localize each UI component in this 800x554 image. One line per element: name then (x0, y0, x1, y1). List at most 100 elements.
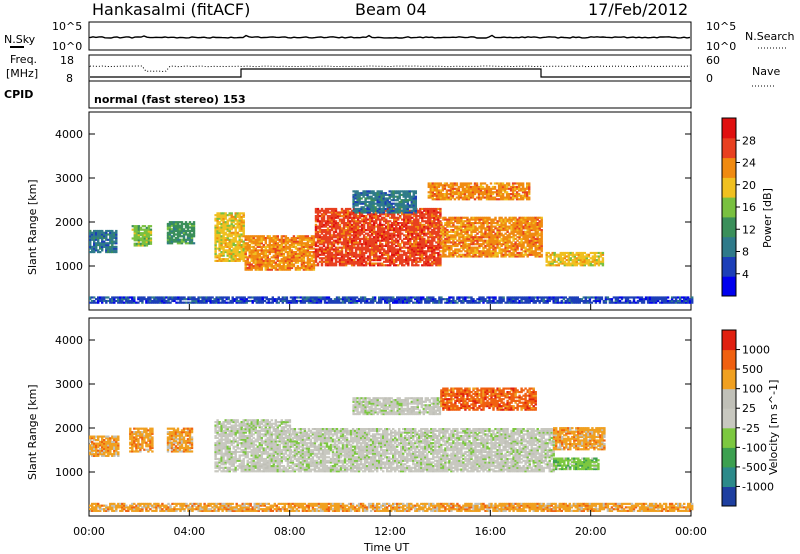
heatmap-cell (358, 199, 361, 202)
heatmap-cell (563, 251, 567, 255)
heatmap-cell (232, 258, 235, 261)
heatmap-cell (242, 242, 245, 245)
heatmap-cell (375, 236, 378, 239)
heatmap-cell (547, 264, 550, 267)
heatmap-cell (290, 237, 294, 240)
heatmap-cell (452, 218, 455, 221)
heatmap-cell (437, 257, 440, 260)
heatmap-cell (391, 223, 394, 226)
heatmap-cell (473, 182, 477, 185)
heatmap-cell (370, 200, 373, 204)
heatmap-cell (405, 220, 408, 223)
heatmap-cell (411, 264, 414, 267)
heatmap-cell (218, 242, 221, 245)
heatmap-cell (534, 229, 537, 232)
heatmap-cell (377, 244, 380, 248)
heatmap-cell (435, 184, 439, 187)
heatmap-cell (382, 193, 385, 196)
heatmap-cell (324, 257, 328, 260)
heatmap-cell (399, 262, 402, 265)
heatmap-cell (409, 257, 412, 260)
heatmap-cell (105, 231, 108, 234)
heatmap-cell (399, 246, 402, 249)
heatmap-cell (290, 242, 294, 245)
heatmap-cell (238, 247, 241, 250)
heatmap-cell (433, 248, 436, 251)
heatmap-cell (320, 253, 324, 256)
heatmap-cell (113, 242, 116, 245)
heatmap-cell (482, 232, 485, 235)
heatmap-cell (456, 255, 459, 258)
heatmap-cell (360, 206, 363, 209)
heatmap-cell (400, 193, 403, 196)
heatmap-cell (393, 241, 396, 244)
heatmap-cell (421, 223, 424, 226)
heatmap-cell (332, 243, 336, 246)
heatmap-cell (398, 206, 401, 209)
heatmap-cell (423, 209, 426, 212)
heatmap-cell (260, 247, 264, 250)
heatmap-cell (423, 213, 426, 216)
heatmap-cell (328, 215, 332, 218)
heatmap-cell (336, 246, 340, 249)
heatmap-cell (182, 228, 186, 231)
heatmap-cell (474, 248, 477, 251)
heatmap-cell (494, 255, 497, 258)
heatmap-cell (358, 241, 362, 244)
heatmap-cell (115, 235, 118, 238)
heatmap-cell (252, 256, 255, 259)
heatmap-cell (385, 222, 388, 225)
heatmap-cell (499, 198, 503, 201)
heatmap-cell (342, 260, 346, 263)
heatmap-cell (135, 226, 139, 229)
heatmap-cell (446, 218, 449, 221)
heatmap-cell (427, 211, 430, 214)
heatmap-cell (410, 204, 414, 207)
heatmap-cell (528, 248, 531, 251)
heatmap-cell (354, 234, 358, 237)
heatmap-cell (254, 238, 258, 241)
heatmap-cell (437, 241, 440, 244)
heatmap-cell (254, 249, 258, 252)
heatmap-cell (366, 207, 369, 211)
heatmap-cell (385, 215, 388, 218)
heatmap-cell (462, 216, 465, 219)
heatmap-cell (133, 232, 137, 235)
heatmap-cell (236, 249, 239, 252)
heatmap-cell (487, 187, 491, 190)
heatmap-cell (491, 196, 495, 199)
heatmap-cell (115, 251, 118, 254)
heatmap-cell (390, 193, 393, 196)
heatmap-cell (298, 254, 302, 257)
heatmap-cell (330, 262, 334, 265)
heatmap-cell (370, 227, 374, 230)
heatmap-cell (312, 235, 316, 238)
heatmap-cell (282, 259, 286, 262)
heatmap-cell (147, 232, 151, 235)
heatmap-cell (512, 244, 515, 248)
heatmap-cell (178, 238, 182, 241)
heatmap-cell (427, 230, 430, 233)
heatmap-cell (391, 260, 394, 263)
heatmap-cell (236, 245, 239, 248)
heatmap-cell (308, 245, 312, 248)
heatmap-cell (240, 245, 243, 248)
heatmap-cell (302, 244, 306, 247)
heatmap-cell (413, 223, 416, 226)
heatmap-cell (188, 240, 192, 243)
heatmap-cell (328, 222, 332, 225)
heatmap-cell (320, 225, 324, 228)
heatmap-cell (364, 248, 368, 251)
heatmap-cell (375, 225, 378, 228)
heatmap-cell (409, 220, 412, 223)
heatmap-cell (437, 239, 440, 242)
heatmap-cell (417, 241, 420, 244)
heatmap-cell (429, 244, 432, 248)
heatmap-cell (300, 244, 304, 247)
heatmap-cell (460, 234, 463, 237)
heatmap-cell (250, 235, 253, 238)
heatmap-cell (442, 239, 445, 242)
heatmap-cell (511, 184, 515, 187)
heatmap-cell (387, 229, 390, 232)
heatmap-cell (406, 209, 410, 212)
